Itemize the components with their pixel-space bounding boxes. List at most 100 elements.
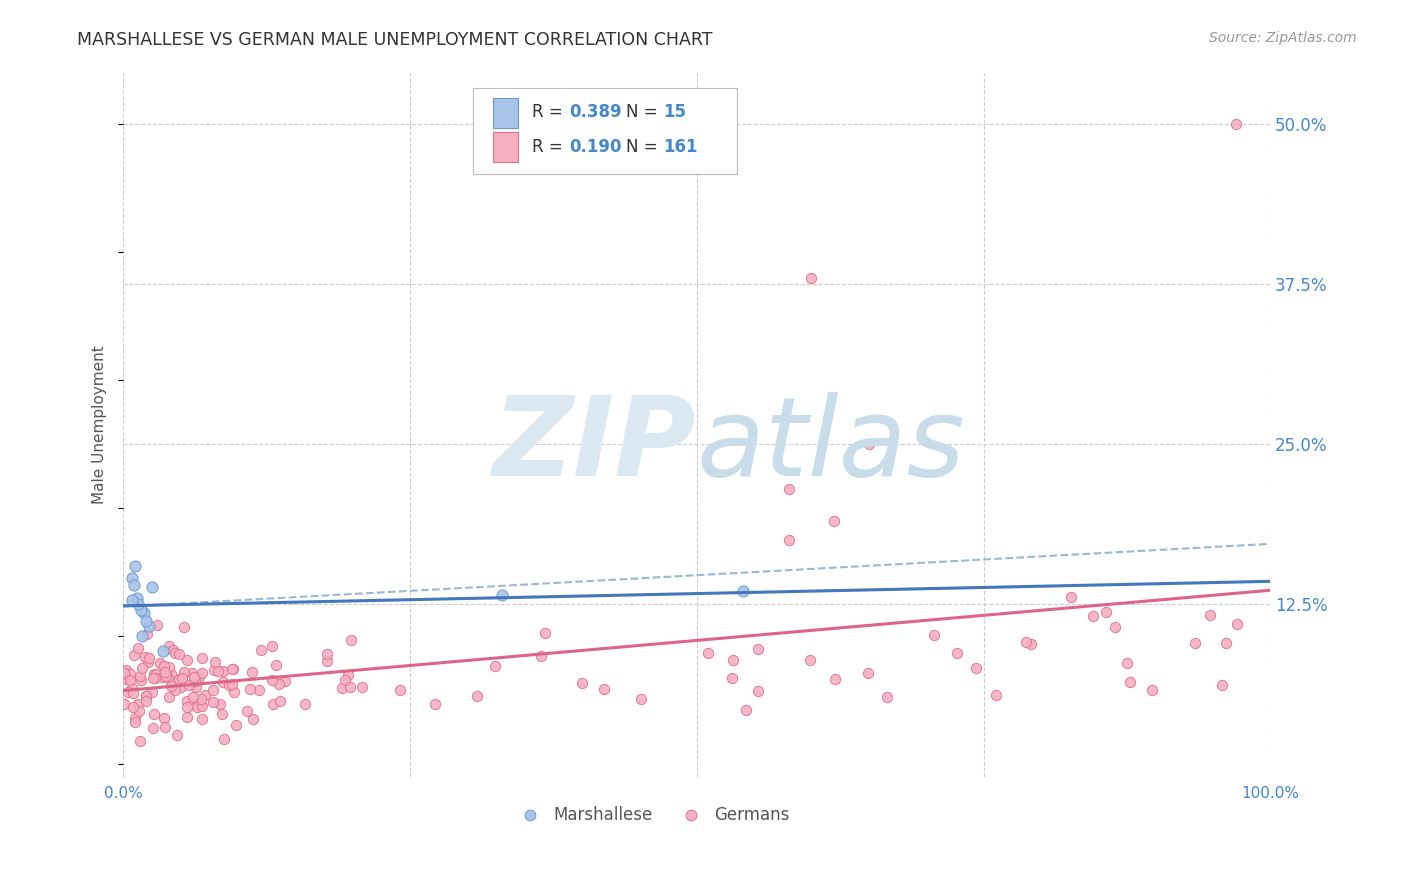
- Point: [138, 651, 160, 665]
- Point: [143, 667, 166, 681]
- Point: [159, 679, 181, 693]
- Point: [173, 665, 195, 680]
- Bar: [492, 98, 517, 128]
- Point: [423, 697, 446, 711]
- Point: [1104, 620, 1126, 634]
- Point: [153, 711, 176, 725]
- Text: MARSHALLESE VS GERMAN MALE UNEMPLOYMENT CORRELATION CHART: MARSHALLESE VS GERMAN MALE UNEMPLOYMENT …: [77, 31, 713, 49]
- Point: [337, 668, 360, 682]
- Point: [155, 720, 177, 734]
- Point: [157, 639, 180, 653]
- Text: Source: ZipAtlas.com: Source: ZipAtlas.com: [1209, 31, 1357, 45]
- Point: [571, 675, 593, 690]
- Point: [225, 718, 247, 732]
- Point: [218, 678, 240, 692]
- Point: [124, 648, 146, 662]
- Bar: [492, 132, 517, 161]
- Point: [166, 728, 188, 742]
- Point: [124, 714, 146, 729]
- Point: [135, 689, 157, 703]
- Point: [117, 685, 139, 699]
- Point: [339, 680, 361, 694]
- Text: 161: 161: [664, 138, 697, 156]
- Point: [122, 686, 145, 700]
- Point: [145, 667, 167, 681]
- Point: [221, 677, 243, 691]
- Point: [135, 694, 157, 708]
- Point: [155, 669, 177, 683]
- Point: [1225, 117, 1247, 131]
- Point: [155, 665, 177, 679]
- Point: [262, 673, 284, 688]
- Point: [190, 691, 212, 706]
- Point: [156, 671, 179, 685]
- Point: [150, 670, 173, 684]
- Point: [141, 580, 163, 594]
- FancyBboxPatch shape: [474, 87, 737, 174]
- Point: [630, 692, 652, 706]
- Point: [316, 654, 339, 668]
- Point: [177, 678, 200, 692]
- Point: [1081, 608, 1104, 623]
- Point: [1115, 657, 1137, 671]
- Point: [212, 665, 235, 679]
- Point: [530, 649, 553, 664]
- Point: [208, 698, 231, 712]
- Point: [465, 689, 488, 703]
- Point: [1019, 637, 1042, 651]
- Point: [946, 646, 969, 660]
- Point: [152, 644, 174, 658]
- Point: [131, 629, 153, 643]
- Point: [274, 674, 297, 689]
- Text: N =: N =: [626, 138, 662, 156]
- Point: [747, 642, 769, 657]
- Point: [240, 665, 263, 680]
- Point: [136, 655, 159, 669]
- Point: [184, 673, 207, 687]
- Point: [269, 693, 291, 707]
- Point: [128, 669, 150, 683]
- Point: [191, 666, 214, 681]
- Point: [340, 632, 363, 647]
- Point: [491, 588, 513, 602]
- Point: [679, 827, 702, 841]
- Point: [157, 690, 180, 704]
- Point: [222, 662, 245, 676]
- Point: [135, 689, 157, 703]
- Point: [267, 677, 290, 691]
- Point: [157, 659, 180, 673]
- Point: [247, 682, 270, 697]
- Point: [731, 584, 754, 599]
- Point: [191, 699, 214, 714]
- Point: [112, 697, 135, 711]
- Point: [824, 672, 846, 686]
- Point: [127, 597, 149, 611]
- Point: [201, 682, 224, 697]
- Point: [129, 603, 152, 617]
- Point: [131, 661, 153, 675]
- Point: [121, 593, 143, 607]
- Point: [134, 649, 156, 664]
- Point: [264, 657, 287, 672]
- Point: [183, 670, 205, 684]
- Point: [330, 681, 353, 695]
- Point: [316, 647, 339, 661]
- Point: [799, 653, 821, 667]
- Point: [262, 698, 284, 712]
- Point: [242, 712, 264, 726]
- Point: [823, 514, 845, 528]
- Point: [176, 694, 198, 708]
- Text: ZIP: ZIP: [494, 392, 697, 500]
- Point: [132, 606, 155, 620]
- Point: [260, 639, 283, 653]
- Point: [163, 647, 186, 661]
- Point: [735, 703, 758, 717]
- Point: [136, 627, 159, 641]
- Point: [1095, 605, 1118, 619]
- Point: [1184, 636, 1206, 650]
- Point: [127, 697, 149, 711]
- Point: [170, 680, 193, 694]
- Point: [721, 653, 744, 667]
- Point: [142, 707, 165, 722]
- Point: [181, 666, 204, 681]
